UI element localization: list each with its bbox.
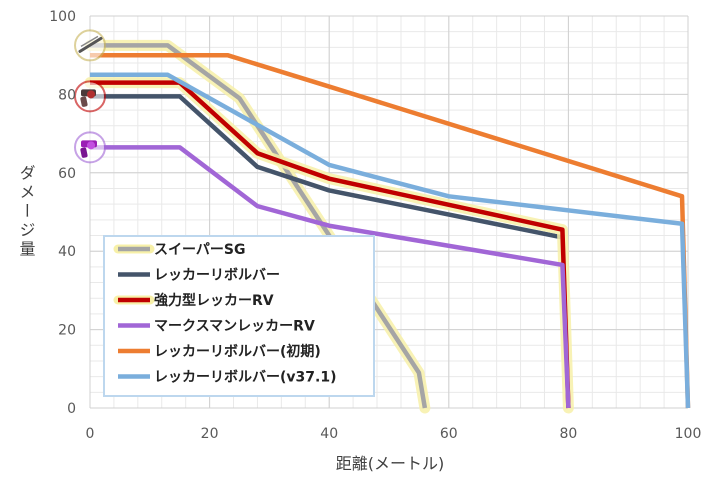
x-tick-label: 0: [86, 426, 95, 442]
series-line-3: [90, 145, 571, 409]
legend-label: マークスマンレッカーRV: [154, 319, 315, 335]
legend-item: レッカーリボルバー: [118, 268, 280, 284]
legend-label: レッカーリボルバー(初期): [154, 343, 321, 360]
y-tick-label: 0: [67, 401, 76, 417]
y-axis-title: ダメージ量: [17, 165, 36, 260]
marksman-revolver-icon: [74, 131, 106, 164]
legend-label: レッカーリボルバー: [154, 268, 280, 284]
y-tick-label: 20: [58, 323, 76, 339]
legend-item: マークスマンレッカーRV: [118, 319, 315, 335]
legend-label: スイーパーSG: [154, 242, 245, 258]
x-tick-label: 60: [440, 426, 458, 442]
legend-item: レッカーリボルバー(v37.1): [118, 370, 336, 386]
legend-label: レッカーリボルバー(v37.1): [154, 370, 336, 386]
weapon-icons: [74, 29, 106, 164]
y-tick-label: 40: [58, 244, 76, 260]
revolver-icon: [74, 80, 106, 113]
series-line-5: [90, 72, 691, 409]
shotgun-icon: [74, 29, 106, 62]
x-axis-title: 距離(メートル): [336, 454, 445, 473]
x-tick-label: 20: [201, 426, 219, 442]
legend-item: レッカーリボルバー(初期): [118, 343, 321, 360]
legend-item: スイーパーSG: [113, 242, 245, 258]
y-tick-label: 60: [58, 166, 76, 182]
series-line-2: [90, 80, 571, 409]
series-lines: [84, 39, 691, 414]
x-tick-label: 40: [320, 426, 338, 442]
legend-item: 強力型レッカーRV: [113, 292, 274, 309]
y-tick-label: 80: [58, 87, 76, 103]
legend-box: [103, 235, 375, 397]
legend-label: 強力型レッカーRV: [154, 292, 274, 309]
axis-ticks: 0 20 40 60 80 100 0 20 40 60 80 100: [49, 9, 701, 442]
x-tick-label: 100: [675, 426, 702, 442]
x-tick-label: 80: [559, 426, 577, 442]
y-tick-label: 100: [49, 9, 76, 25]
